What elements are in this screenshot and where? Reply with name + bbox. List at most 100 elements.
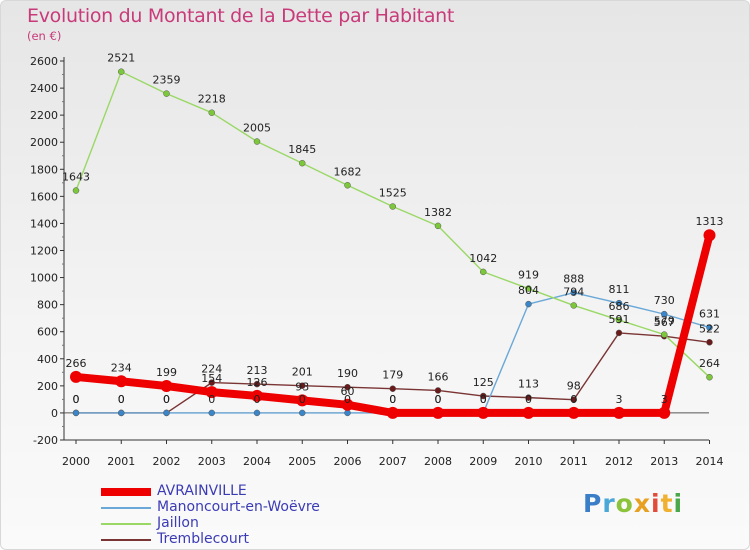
data-point bbox=[525, 285, 532, 292]
legend-label: Tremblecourt bbox=[157, 531, 249, 547]
data-label: 0 bbox=[118, 393, 125, 406]
data-point bbox=[115, 375, 128, 388]
data-label: 264 bbox=[699, 357, 720, 370]
legend-label: Jaillon bbox=[157, 515, 199, 531]
y-tick-label: 2600 bbox=[30, 55, 58, 68]
data-label: 567 bbox=[654, 316, 675, 329]
data-label: 154 bbox=[201, 372, 222, 385]
legend-swatch bbox=[101, 488, 151, 496]
data-point bbox=[341, 398, 354, 411]
data-label: 3 bbox=[616, 393, 623, 406]
y-tick-label: 1800 bbox=[30, 163, 58, 176]
data-point bbox=[525, 394, 532, 401]
logo-letter: i bbox=[673, 489, 684, 518]
chart-subtitle: (en €) bbox=[27, 29, 62, 43]
y-tick-label: 800 bbox=[37, 299, 58, 312]
data-point bbox=[432, 406, 444, 419]
logo-letter: o bbox=[615, 489, 634, 518]
data-label: 2218 bbox=[198, 93, 226, 106]
legend-swatch bbox=[101, 539, 151, 541]
legend-label: Manoncourt-en-Woëvre bbox=[157, 499, 320, 515]
data-label: 579 bbox=[654, 315, 675, 328]
data-label: 591 bbox=[609, 313, 630, 326]
data-label: 0 bbox=[435, 393, 442, 406]
data-label: 113 bbox=[518, 378, 539, 391]
x-tick-label: 2014 bbox=[696, 455, 724, 468]
data-point bbox=[703, 229, 716, 242]
data-label: 0 bbox=[570, 393, 577, 406]
x-tick-label: 2002 bbox=[153, 455, 181, 468]
data-point bbox=[118, 68, 125, 75]
data-point bbox=[208, 109, 215, 116]
data-label: 2005 bbox=[243, 122, 271, 135]
y-tick-label: 2400 bbox=[30, 82, 58, 95]
data-point bbox=[205, 386, 218, 399]
logo-letter: P bbox=[583, 489, 603, 518]
series-line bbox=[75, 70, 711, 378]
data-label: 804 bbox=[518, 284, 539, 297]
data-point bbox=[72, 187, 80, 194]
y-tick-label: 200 bbox=[37, 380, 58, 393]
data-point bbox=[480, 268, 487, 276]
data-point bbox=[160, 379, 173, 392]
data-point bbox=[344, 383, 351, 391]
data-point bbox=[389, 203, 396, 210]
data-point bbox=[296, 394, 309, 407]
data-point bbox=[658, 406, 671, 419]
data-label: 1042 bbox=[469, 252, 497, 265]
data-point bbox=[208, 379, 215, 386]
data-point bbox=[615, 299, 623, 307]
data-label: 126 bbox=[247, 376, 268, 389]
data-point bbox=[567, 406, 580, 419]
data-point bbox=[253, 138, 261, 145]
data-label: 919 bbox=[518, 269, 539, 282]
data-label: 811 bbox=[609, 283, 630, 296]
data-point bbox=[299, 382, 306, 389]
legend-swatch bbox=[101, 507, 151, 509]
x-tick-label: 2008 bbox=[424, 455, 452, 468]
data-label: 166 bbox=[428, 370, 449, 383]
data-label: 1643 bbox=[62, 171, 90, 184]
data-point bbox=[661, 331, 668, 338]
data-point bbox=[251, 389, 263, 402]
data-label: 0 bbox=[163, 393, 170, 406]
x-tick-label: 2005 bbox=[288, 455, 316, 468]
data-point bbox=[389, 385, 396, 392]
data-point bbox=[615, 329, 623, 337]
data-label: 0 bbox=[299, 393, 306, 406]
data-label: 201 bbox=[292, 366, 313, 379]
proxiti-logo: Proxiti bbox=[583, 489, 683, 518]
data-label: 686 bbox=[609, 300, 630, 313]
chart-title: Evolution du Montant de la Dette par Hab… bbox=[27, 5, 455, 27]
data-label: 631 bbox=[699, 308, 720, 321]
data-point bbox=[434, 222, 442, 230]
data-label: 98 bbox=[567, 380, 581, 393]
data-label: 2521 bbox=[107, 52, 135, 65]
data-label: 190 bbox=[337, 367, 358, 380]
data-label: 0 bbox=[254, 393, 261, 406]
logo-letter: r bbox=[602, 489, 616, 518]
y-tick-label: 1200 bbox=[30, 245, 58, 258]
data-point bbox=[118, 409, 125, 417]
data-label: 0 bbox=[435, 393, 442, 406]
data-point bbox=[477, 406, 490, 419]
data-label: 0 bbox=[73, 393, 80, 406]
data-label: 0 bbox=[389, 393, 396, 406]
data-label: 1525 bbox=[379, 187, 407, 200]
data-label: 93 bbox=[295, 380, 309, 393]
data-label: 213 bbox=[247, 364, 268, 377]
data-point bbox=[570, 396, 577, 403]
data-point bbox=[615, 316, 623, 324]
data-point bbox=[163, 90, 170, 97]
data-label: 1382 bbox=[424, 206, 452, 219]
data-label: 0 bbox=[163, 393, 170, 406]
data-label: 0 bbox=[525, 393, 532, 406]
data-label: 888 bbox=[563, 273, 584, 286]
data-point bbox=[386, 406, 399, 419]
data-label: 0 bbox=[73, 393, 80, 406]
y-tick-label: 2200 bbox=[30, 109, 58, 122]
x-tick-label: 2004 bbox=[243, 455, 271, 468]
x-tick-label: 2006 bbox=[334, 455, 362, 468]
x-tick-label: 2010 bbox=[515, 455, 543, 468]
